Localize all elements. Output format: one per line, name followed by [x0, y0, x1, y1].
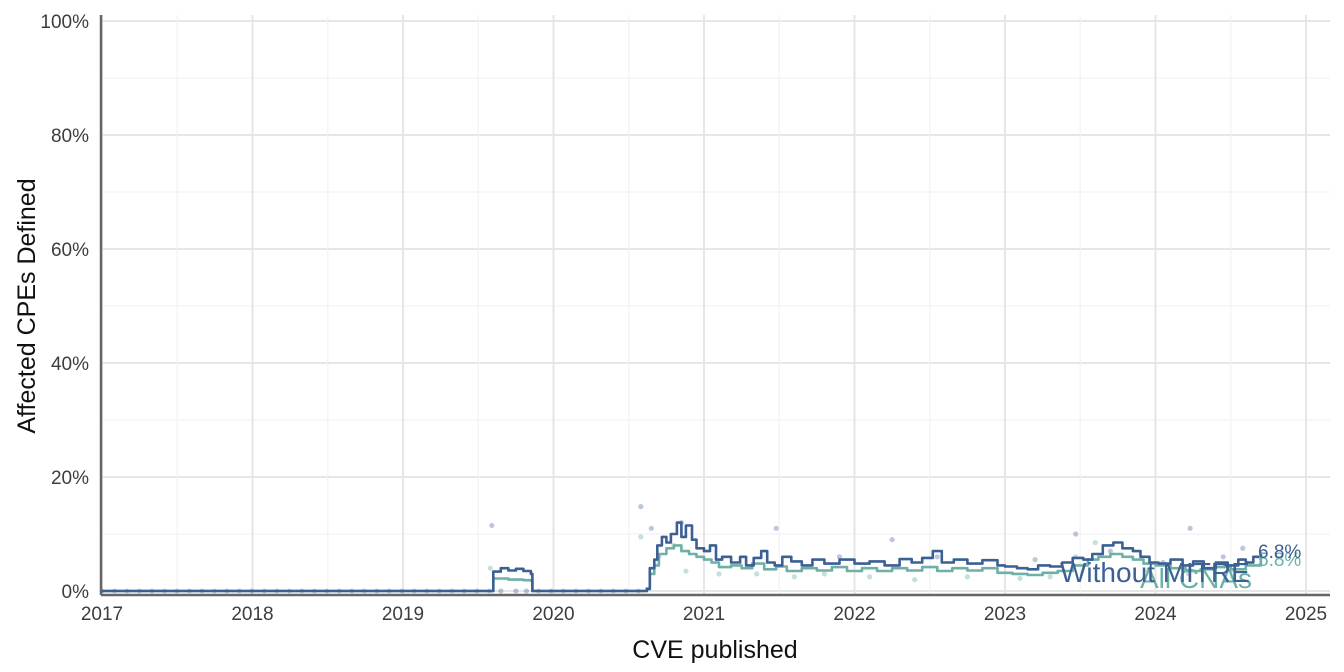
- scatter-point: [1220, 554, 1226, 560]
- end-labels: 5.8%6.8%: [1258, 542, 1301, 571]
- x-tick-label: 2023: [984, 604, 1026, 625]
- series-lines: [102, 521, 1263, 593]
- x-tick-label: 2018: [231, 604, 273, 625]
- scatter-point: [523, 588, 530, 594]
- scatter-point: [1032, 557, 1038, 563]
- scatter-point: [648, 525, 654, 531]
- scatter-point: [1107, 548, 1113, 554]
- x-tick-label: 2020: [532, 604, 574, 625]
- series-line: [102, 521, 1263, 593]
- scatter-point: [912, 577, 918, 583]
- scatter-point: [934, 554, 940, 560]
- x-tick-label: 2025: [1285, 604, 1327, 625]
- scatter-point: [889, 537, 895, 543]
- scatter-point: [489, 522, 495, 529]
- y-tick-label: 20%: [51, 468, 89, 489]
- y-axis-title: Affected CPEs Defined: [13, 178, 41, 433]
- y-tick-labels: 0% 20% 40% 60% 80% 100%: [40, 12, 89, 603]
- scatter-point: [1186, 571, 1192, 577]
- scatter-point: [513, 588, 519, 594]
- scatter-point: [716, 571, 722, 577]
- scatter-point: [638, 534, 644, 540]
- scatter-point: [964, 574, 970, 580]
- scatter-point: [487, 565, 493, 571]
- y-tick-label: 60%: [51, 240, 89, 261]
- series-label-all-cnas: All CNAs: [1140, 563, 1252, 594]
- scatter-point: [1145, 568, 1151, 574]
- scatter-point: [754, 571, 760, 577]
- scatter-point: [1240, 545, 1246, 551]
- end-label-without-mitre: 6.8%: [1258, 542, 1301, 563]
- x-tick-label: 2024: [1134, 604, 1177, 625]
- x-tick-labels: 2017 2018 2019 2020 2021 2022 2023 2024 2025: [81, 604, 1327, 625]
- series-label-without-mitre: Without MITRE: [1060, 557, 1250, 588]
- scatter-point: [638, 504, 644, 510]
- grid: [101, 15, 1330, 595]
- x-tick-label: 2017: [81, 604, 123, 625]
- scatter-point: [683, 568, 689, 574]
- scatter-point: [791, 574, 797, 580]
- scatter-point: [821, 571, 828, 577]
- end-label-all-cnas: 5.8%: [1258, 550, 1301, 571]
- scatter-point: [1073, 531, 1079, 537]
- scatter-point: [1017, 575, 1023, 582]
- scatter-point: [773, 525, 779, 531]
- y-tick-label: 0%: [62, 582, 90, 603]
- x-tick-label: 2019: [382, 604, 424, 625]
- scatter-point: [836, 554, 843, 560]
- y-tick-label: 100%: [40, 12, 89, 33]
- y-tick-label: 80%: [51, 126, 89, 147]
- y-tick-label: 40%: [51, 354, 89, 375]
- series-line: [102, 544, 1263, 593]
- scatter-point: [498, 588, 504, 594]
- scatter-point: [1047, 574, 1053, 580]
- x-tick-label: 2021: [683, 604, 725, 625]
- x-tick-label: 2022: [833, 604, 875, 625]
- scatter-point: [1187, 525, 1193, 531]
- scatter-point: [866, 574, 873, 580]
- scatter-point: [1092, 539, 1098, 546]
- x-axis-title: CVE published: [632, 636, 797, 664]
